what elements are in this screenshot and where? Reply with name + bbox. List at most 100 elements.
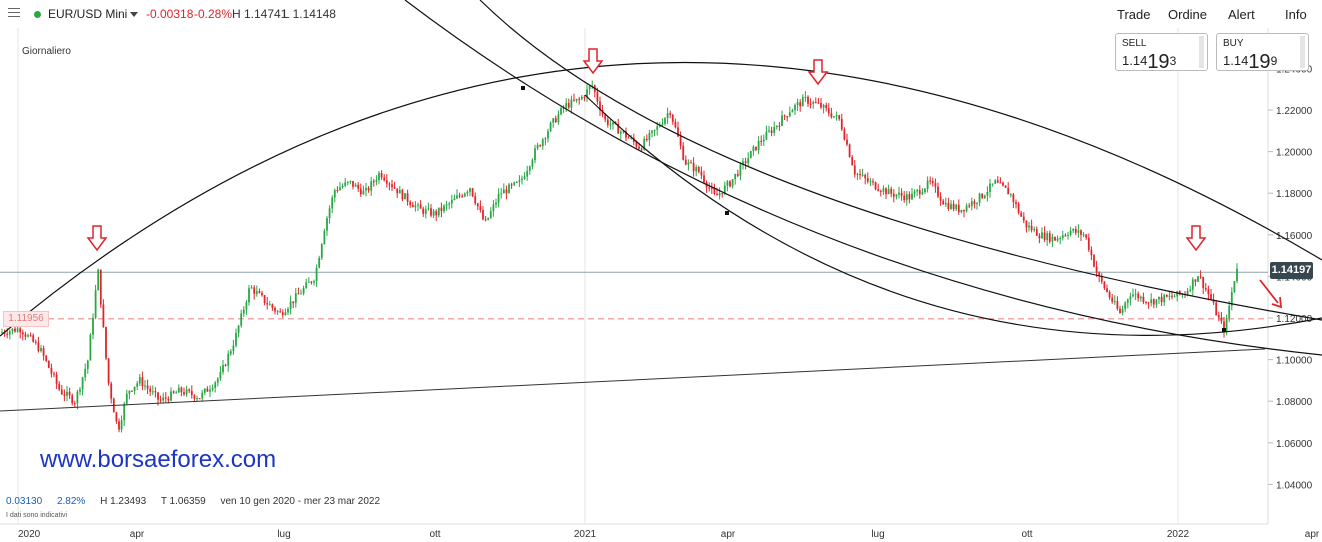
candle-body bbox=[1217, 315, 1220, 318]
candle-body bbox=[505, 189, 508, 194]
candle-body bbox=[172, 391, 175, 393]
chevron-down-icon[interactable] bbox=[130, 12, 138, 17]
candle-body bbox=[1051, 236, 1054, 242]
sell-price: 1.14193 bbox=[1122, 51, 1177, 73]
candle-body bbox=[1210, 294, 1212, 300]
nav-trade[interactable]: Trade bbox=[1117, 7, 1151, 22]
candle-body bbox=[1056, 238, 1059, 241]
candle-body bbox=[188, 389, 191, 391]
candle-body bbox=[328, 208, 331, 219]
candle-body bbox=[742, 161, 744, 165]
candle-body bbox=[1155, 299, 1158, 305]
candle-body bbox=[300, 293, 302, 295]
candle-body bbox=[1111, 297, 1114, 302]
candle-body bbox=[508, 184, 510, 194]
candle-body bbox=[521, 178, 523, 181]
sell-label: SELL bbox=[1122, 38, 1147, 49]
candle-body bbox=[154, 391, 157, 393]
candle-body bbox=[557, 114, 560, 123]
stats-range-pct: 2.82% bbox=[56, 496, 86, 507]
buy-button[interactable]: BUY 1.14199 bbox=[1216, 33, 1309, 73]
candle-body bbox=[666, 113, 669, 119]
candle-body bbox=[747, 158, 750, 164]
candle-body bbox=[825, 105, 828, 109]
candle-body bbox=[739, 164, 742, 176]
candle-body bbox=[648, 132, 651, 141]
candle-body bbox=[21, 332, 24, 335]
candle-body bbox=[1215, 302, 1218, 316]
candle-body bbox=[411, 204, 414, 208]
sell-button[interactable]: SELL 1.14193 bbox=[1115, 33, 1208, 73]
candle-body bbox=[3, 332, 6, 334]
candle-body bbox=[976, 202, 978, 205]
candle-body bbox=[1082, 234, 1085, 236]
candle-body bbox=[47, 360, 50, 368]
candle-body bbox=[32, 335, 35, 342]
arc-top bbox=[0, 61, 1322, 337]
candle-body bbox=[469, 188, 471, 192]
candle-body bbox=[869, 181, 872, 183]
candle-body bbox=[422, 208, 425, 214]
stats-high: H 1.23493 bbox=[100, 496, 147, 507]
candle-body bbox=[331, 197, 334, 209]
candle-body bbox=[645, 138, 648, 141]
candle-body bbox=[476, 203, 479, 207]
candle-body bbox=[765, 131, 768, 140]
candle-body bbox=[513, 182, 516, 185]
candle-body bbox=[612, 122, 614, 125]
candle-body bbox=[453, 198, 456, 201]
candle-body bbox=[170, 391, 172, 401]
candle-body bbox=[796, 102, 799, 106]
nav-ordine[interactable]: Ordine bbox=[1168, 7, 1208, 22]
candle-body bbox=[838, 115, 841, 120]
candle-body bbox=[573, 99, 575, 101]
x-tick-label: 2022 bbox=[1167, 529, 1190, 540]
x-tick-label: apr bbox=[130, 529, 145, 540]
candle-body bbox=[458, 195, 461, 197]
candle-body bbox=[635, 141, 638, 147]
candle-body bbox=[887, 188, 890, 195]
candle-body bbox=[989, 183, 991, 193]
candle-body bbox=[99, 269, 102, 305]
candle-body bbox=[794, 105, 796, 111]
candle-body bbox=[713, 188, 716, 194]
stats-range: 0.03130 bbox=[6, 496, 43, 507]
nav-info[interactable]: Info bbox=[1285, 7, 1307, 22]
candle-body bbox=[414, 205, 417, 208]
candle-body bbox=[19, 328, 22, 333]
candle-body bbox=[29, 335, 32, 337]
candle-body bbox=[791, 110, 794, 113]
candle-body bbox=[417, 204, 419, 206]
candle-body bbox=[578, 98, 581, 100]
candle-body bbox=[781, 115, 783, 126]
candle-body bbox=[175, 392, 178, 394]
candle-body bbox=[1197, 276, 1199, 282]
candle-body bbox=[1067, 234, 1069, 236]
candle-body bbox=[487, 217, 490, 220]
candle-body bbox=[310, 281, 313, 283]
candle-body bbox=[523, 176, 526, 179]
candle-body bbox=[1022, 216, 1025, 221]
hamburger-menu-icon[interactable] bbox=[8, 8, 20, 20]
candle-body bbox=[755, 146, 757, 151]
candle-body bbox=[378, 173, 380, 181]
instrument-name[interactable]: EUR/USD Mini bbox=[48, 7, 128, 21]
candle-body bbox=[268, 304, 271, 306]
candle-body bbox=[76, 391, 79, 404]
candle-body bbox=[970, 201, 973, 207]
candle-body bbox=[1009, 194, 1012, 196]
candle-body bbox=[1017, 203, 1020, 213]
candle-body bbox=[944, 203, 947, 205]
candle-body bbox=[89, 334, 92, 361]
candle-body bbox=[281, 312, 284, 316]
candle-body bbox=[531, 160, 534, 167]
candle-body bbox=[8, 331, 11, 335]
candle-body bbox=[1093, 255, 1095, 267]
candle-body bbox=[905, 194, 908, 201]
nav-alert[interactable]: Alert bbox=[1228, 7, 1255, 22]
candle-body bbox=[544, 138, 547, 140]
candle-body bbox=[1030, 225, 1033, 231]
y-tick-label: 1.22000 bbox=[1276, 106, 1313, 117]
y-tick-label: 1.10000 bbox=[1276, 356, 1313, 367]
